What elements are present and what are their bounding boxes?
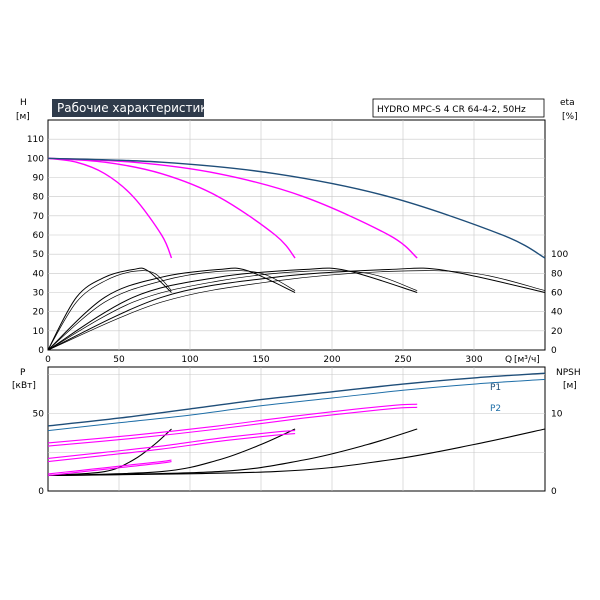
power-curve [47, 433, 296, 463]
head-curves [47, 157, 546, 351]
eta-tick-label: 20 [551, 327, 563, 337]
h-tick-label: 70 [33, 212, 45, 222]
efficiency-curve [47, 270, 296, 351]
q-tick-label: 150 [252, 355, 269, 365]
q-tick-label: 300 [465, 355, 482, 365]
chart-title: Рабочие характеристики [57, 101, 215, 115]
h-axis-unit: [м] [16, 112, 30, 122]
q-tick-label: 200 [323, 355, 340, 365]
npsh-curve [47, 428, 546, 477]
h-tick-label: 10 [33, 327, 45, 337]
eta-axis-unit: [%] [562, 112, 578, 122]
h-tick-label: 80 [33, 193, 45, 203]
npsh-curve [47, 428, 172, 477]
npsh-tick-label: 10 [551, 410, 563, 420]
h-axis-label: H [20, 98, 27, 108]
h-tick-label: 100 [27, 154, 44, 164]
h-tick-label: 110 [27, 135, 44, 145]
power-curve [47, 459, 172, 475]
q-axis-label: Q [505, 355, 512, 365]
p-tick-label: 0 [38, 487, 44, 497]
head-curve [47, 157, 418, 259]
q-tick-label: 50 [113, 355, 125, 365]
eta-tick-label: 60 [551, 289, 563, 299]
p-tick-label: 50 [33, 410, 45, 420]
power-curves [47, 372, 546, 477]
title-box [52, 99, 204, 117]
h-tick-label: 90 [33, 174, 45, 184]
efficiency-curve [47, 270, 546, 351]
npsh-tick-label: 0 [551, 487, 557, 497]
h-tick-label: 40 [33, 269, 45, 279]
h-tick-label: 20 [33, 308, 45, 318]
eta-tick-label: 100 [551, 250, 568, 260]
q-tick-label: 0 [45, 355, 51, 365]
h-tick-label: 0 [38, 346, 44, 356]
power-curve [47, 430, 296, 459]
npsh-axis-label: NPSH [556, 368, 581, 378]
power-curve [47, 378, 546, 432]
h-tick-label: 30 [33, 289, 45, 299]
npsh-axis-unit: [м] [563, 381, 577, 391]
q-tick-label: 100 [181, 355, 198, 365]
power-curve [47, 406, 418, 447]
eta-tick-label: 40 [551, 308, 563, 318]
p-axis-label: P [20, 368, 26, 378]
p1-legend-label: P1 [490, 383, 501, 393]
head-curve [47, 157, 173, 259]
efficiency-curve [47, 270, 172, 351]
eta-tick-label: 80 [551, 269, 563, 279]
q-axis-unit: [м³/ч] [514, 355, 540, 365]
efficiency-curve [47, 270, 418, 351]
h-tick-label: 60 [33, 231, 45, 241]
eta-tick-label: 0 [551, 346, 557, 356]
power-curve [47, 461, 172, 477]
power-grid [48, 367, 545, 491]
power-curve [47, 372, 546, 427]
eta-axis-label: eta [560, 98, 575, 108]
model-box [372, 98, 545, 118]
head-curve [47, 157, 296, 259]
power-curve [47, 403, 418, 444]
model-label: HYDRO MPC-S 4 CR 64-4-2, 50Hz [377, 105, 526, 115]
efficiency-curve [47, 267, 546, 351]
head-curve [47, 157, 546, 259]
p-axis-unit: [кВт] [12, 381, 36, 391]
h-tick-label: 50 [33, 250, 45, 260]
q-tick-label: 250 [394, 355, 411, 365]
p2-legend-label: P2 [490, 404, 501, 414]
